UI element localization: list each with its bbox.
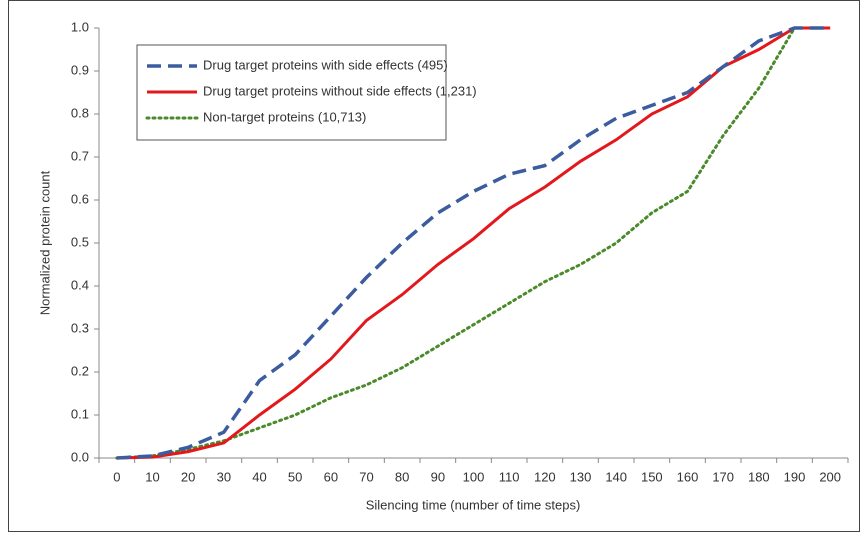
x-tick-label: 0 [113, 469, 120, 484]
legend-label: Non-target proteins (10,713) [203, 109, 366, 124]
x-tick-label: 190 [784, 469, 806, 484]
x-tick-label: 70 [359, 469, 373, 484]
series-line [116, 26, 831, 460]
x-tick-label: 10 [145, 469, 159, 484]
x-tick-label: 200 [819, 469, 841, 484]
y-axis-title: Normalized protein count [37, 170, 52, 315]
x-tick-label: 170 [712, 469, 734, 484]
legend-label: Drug target proteins with side effects (… [203, 57, 448, 72]
x-tick-label: 110 [499, 469, 520, 484]
legend-label: Drug target proteins without side effect… [203, 83, 477, 98]
y-tick-label: 0.1 [71, 406, 89, 421]
y-tick-label: 0.2 [71, 363, 89, 378]
x-tick-label: 90 [431, 469, 445, 484]
x-tick-label: 160 [677, 469, 699, 484]
y-tick-label: 0.3 [71, 320, 89, 335]
x-tick-label: 30 [217, 469, 231, 484]
x-tick-label: 80 [395, 469, 409, 484]
x-tick-label: 150 [641, 469, 663, 484]
y-tick-label: 0.7 [71, 148, 89, 163]
y-tick-label: 0.8 [71, 105, 89, 120]
x-tick-label: 140 [605, 469, 627, 484]
y-tick-label: 0.9 [71, 62, 89, 77]
x-tick-label: 120 [534, 469, 556, 484]
series-line [115, 26, 832, 460]
x-tick-label: 20 [181, 469, 195, 484]
y-tick-label: 1.0 [71, 19, 89, 34]
y-tick-label: 0.5 [71, 234, 89, 249]
x-tick-label: 40 [252, 469, 266, 484]
x-axis-title: Silencing time (number of time steps) [366, 497, 581, 512]
x-tick-label: 60 [324, 469, 338, 484]
x-tick-label: 100 [463, 469, 485, 484]
y-tick-label: 0.4 [71, 277, 89, 292]
x-tick-label: 130 [570, 469, 592, 484]
y-tick-label: 0.6 [71, 191, 89, 206]
x-tick-label: 50 [288, 469, 302, 484]
x-tick-label: 180 [748, 469, 770, 484]
y-tick-label: 0.0 [71, 449, 89, 464]
